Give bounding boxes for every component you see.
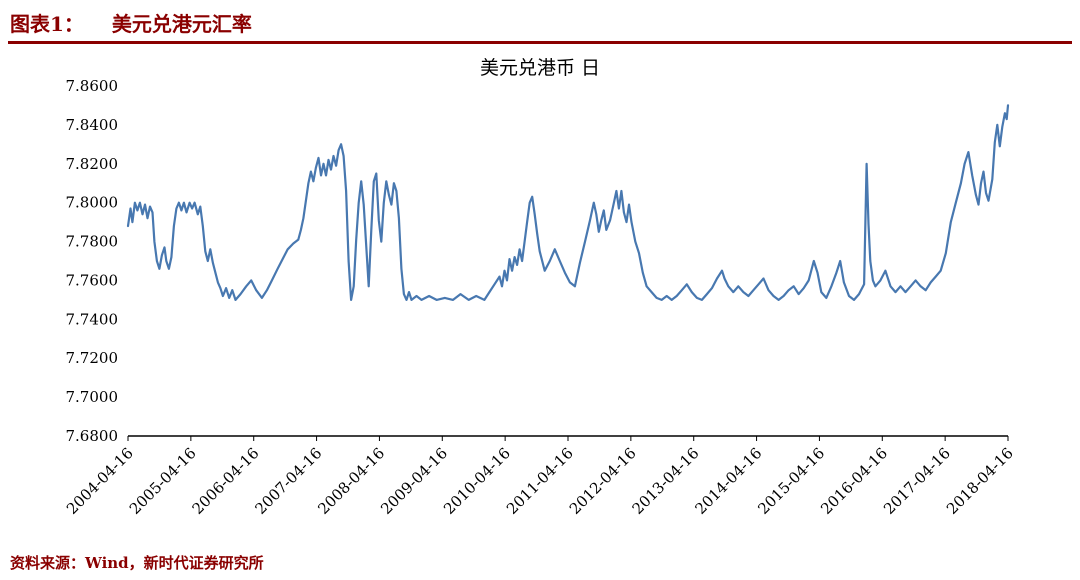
x-tick-label: 2005-04-16 — [126, 444, 200, 518]
line-series — [126, 104, 1010, 301]
x-axis: 2004-04-162005-04-162006-04-162007-04-16… — [63, 435, 1017, 518]
y-tick-label: 7.7600 — [66, 271, 119, 289]
x-tick-label: 2014-04-16 — [692, 444, 766, 518]
y-tick-label: 7.8000 — [66, 194, 119, 212]
header-divider — [8, 41, 1072, 44]
figure-heading: 美元兑港元汇率 — [111, 12, 252, 36]
x-tick-label: 2013-04-16 — [629, 444, 703, 518]
y-tick-label: 7.7000 — [66, 388, 119, 406]
y-tick-label: 7.8400 — [66, 116, 119, 134]
x-tick-label: 2009-04-16 — [377, 444, 451, 518]
y-tick-label: 7.8200 — [66, 155, 119, 173]
x-tick-label: 2018-04-16 — [943, 444, 1017, 518]
x-tick-label: 2006-04-16 — [189, 444, 263, 518]
y-tick-label: 7.6800 — [66, 427, 119, 445]
y-tick-label: 7.7200 — [66, 349, 119, 367]
x-tick-label: 2016-04-16 — [817, 444, 891, 518]
x-tick-label: 2011-04-16 — [503, 444, 577, 518]
usd-hkd-line-chart: 美元兑港币 日 7.68007.70007.72007.74007.76007.… — [63, 57, 1017, 518]
x-tick-label: 2010-04-16 — [440, 444, 514, 518]
chart-header: 图表1： 美元兑港元汇率 — [0, 0, 1080, 39]
y-tick-label: 7.7800 — [66, 233, 119, 251]
y-tick-label: 7.8600 — [66, 77, 119, 95]
x-tick-label: 2012-04-16 — [566, 444, 640, 518]
x-tick-label: 2008-04-16 — [314, 444, 388, 518]
y-axis-labels: 7.6800 7.7000 7.7200 7.7400 7.7600 7.7800 7.80… — [66, 77, 119, 445]
chart-title: 美元兑港币 日 — [480, 57, 600, 79]
y-tick-label: 7.7400 — [66, 310, 119, 328]
figure-label: 图表1： — [10, 12, 84, 36]
x-tick-label: 2015-04-16 — [754, 444, 828, 518]
source-note: 资料来源：Wind，新时代证券研究所 — [10, 554, 264, 572]
x-tick-label: 2017-04-16 — [880, 444, 954, 518]
x-tick-label: 2007-04-16 — [252, 444, 326, 518]
usd-hkd-rate-line — [126, 104, 1010, 301]
x-tick-label: 2004-04-16 — [63, 444, 137, 518]
